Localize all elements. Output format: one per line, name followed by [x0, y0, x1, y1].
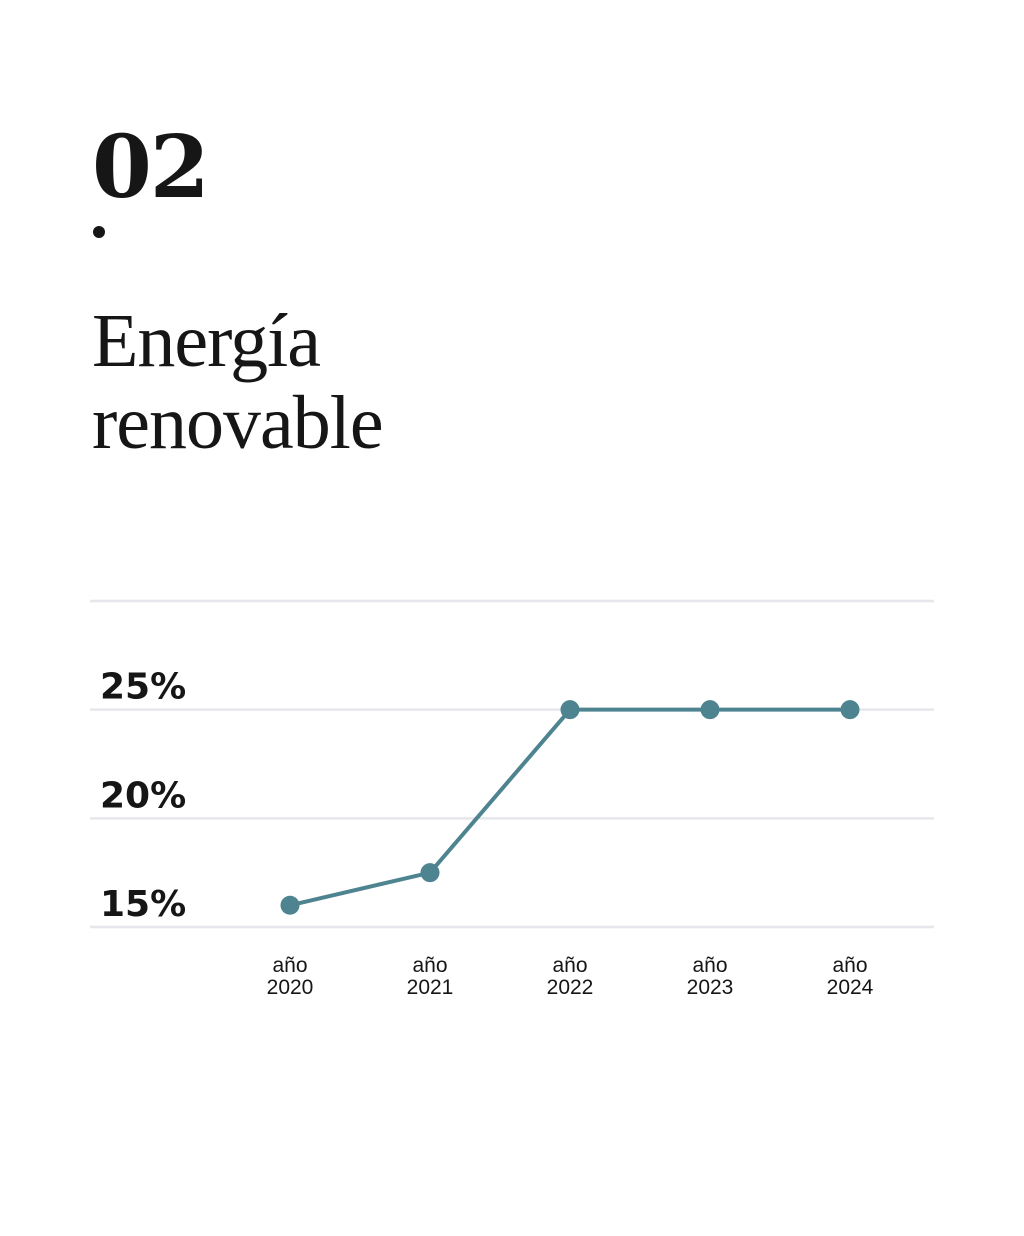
series — [280, 700, 860, 915]
section-dot — [93, 226, 105, 238]
x-tick-label-line: 2020 — [267, 976, 314, 999]
y-axis-tick-labels: 15% 20% 25% — [100, 667, 186, 925]
x-tick-label-line: 2021 — [407, 976, 454, 999]
y-tick-label: 20% — [100, 775, 186, 816]
title-line-2: renovable — [92, 381, 384, 465]
section-number: 02 — [92, 117, 210, 218]
series-line — [288, 707, 852, 908]
x-tick-label: año 2021 — [407, 954, 454, 999]
x-tick-label-line: año — [552, 954, 587, 977]
grid-lines — [90, 599, 934, 929]
y-tick-label: 25% — [100, 667, 186, 708]
y-tick-label: 15% — [100, 884, 186, 925]
data-point — [840, 700, 860, 720]
page-title: Energía renovable — [92, 300, 892, 464]
x-tick-label-line: 2024 — [827, 976, 874, 999]
x-tick-label-line: 2023 — [687, 976, 734, 999]
title-line-1: Energía — [92, 299, 321, 383]
data-point — [280, 895, 300, 915]
x-tick-label: año 2024 — [827, 954, 874, 999]
x-tick-label-line: 2022 — [547, 976, 594, 999]
x-tick-label-line: año — [692, 954, 727, 977]
x-tick-label-line: año — [832, 954, 867, 977]
data-point — [700, 700, 720, 720]
data-point — [420, 863, 440, 883]
x-tick-label: año 2020 — [267, 954, 314, 999]
data-point — [560, 700, 580, 720]
x-tick-label: año 2022 — [547, 954, 594, 999]
x-tick-label-line: año — [412, 954, 447, 977]
x-tick-label: año 2023 — [687, 954, 734, 999]
x-tick-label-line: año — [272, 954, 307, 977]
